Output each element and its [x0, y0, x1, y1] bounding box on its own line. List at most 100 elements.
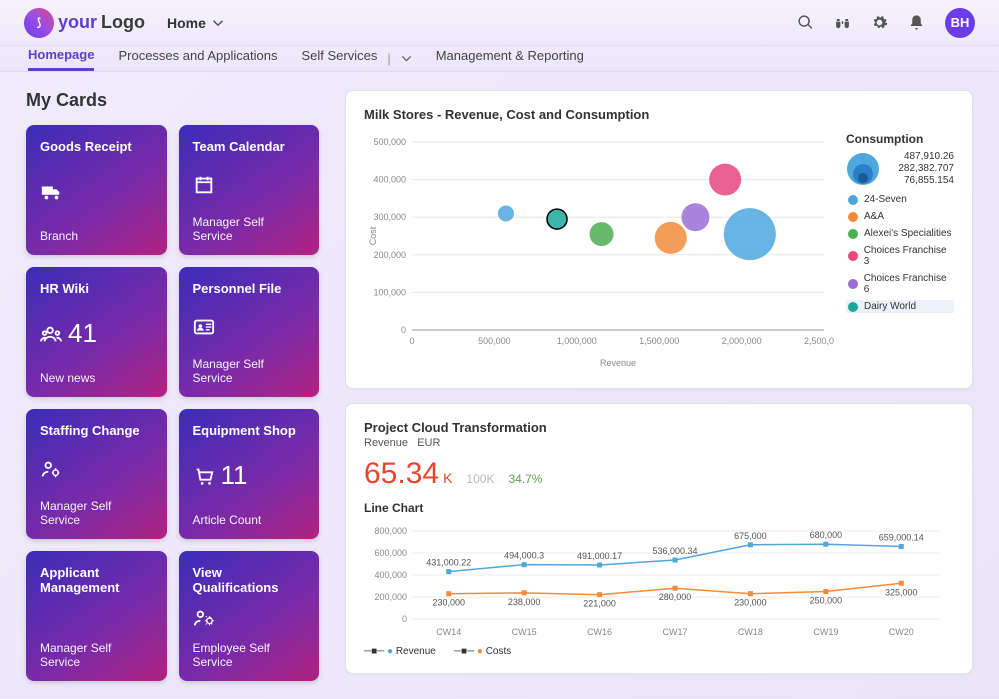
card-6[interactable]: Applicant Management Manager Self Servic…: [26, 551, 167, 681]
legend-revenue: ─■─ ● Revenue: [364, 646, 436, 657]
gear-icon[interactable]: [871, 14, 888, 31]
tab-homepage[interactable]: Homepage: [28, 47, 94, 71]
card-title: Equipment Shop: [193, 423, 306, 438]
svg-text:CW14: CW14: [436, 627, 461, 637]
svg-text:400,000: 400,000: [374, 570, 407, 580]
logo-icon: ⟆: [24, 8, 54, 38]
svg-text:400,000: 400,000: [373, 175, 406, 185]
svg-text:CW16: CW16: [587, 627, 612, 637]
topbar: ⟆ your Logo Home BH: [0, 0, 999, 46]
svg-text:200,000: 200,000: [374, 592, 407, 602]
card-iconrow: [40, 181, 153, 203]
line-chart-title: Line Chart: [364, 501, 954, 515]
tab-management[interactable]: Management & Reporting: [436, 48, 584, 69]
svg-text:CW17: CW17: [662, 627, 687, 637]
card-title: HR Wiki: [40, 281, 153, 296]
card-1[interactable]: Team Calendar Manager Self Service: [179, 125, 320, 255]
svg-text:800,000: 800,000: [374, 526, 407, 536]
tab-self-services[interactable]: Self Services: [301, 48, 377, 69]
home-dropdown[interactable]: Home: [167, 15, 224, 31]
legend-item[interactable]: Choices Franchise 3: [846, 244, 954, 268]
svg-text:1,500,000: 1,500,000: [639, 336, 679, 346]
card-3[interactable]: Personnel File Manager Self Service: [179, 267, 320, 397]
legend-dot-icon: [848, 229, 858, 239]
card-title: View Qualifications: [193, 565, 306, 595]
card-iconrow: 11: [193, 460, 306, 491]
svg-text:2,000,000: 2,000,000: [722, 336, 762, 346]
bubble-panel: Milk Stores - Revenue, Cost and Consumpt…: [345, 90, 973, 389]
svg-text:500,000: 500,000: [373, 137, 406, 147]
svg-text:0: 0: [401, 325, 406, 335]
legend-item[interactable]: 24-Seven: [846, 193, 954, 206]
nav-tabs: Homepage Processes and Applications Self…: [0, 46, 999, 72]
home-label: Home: [167, 15, 206, 31]
avatar[interactable]: BH: [945, 8, 975, 38]
cards-column: My Cards Goods Receipt BranchTeam Calend…: [26, 90, 319, 681]
legend-dot-icon: [848, 302, 858, 312]
card-5[interactable]: Equipment Shop 11 Article Count: [179, 409, 320, 539]
search-icon[interactable]: [797, 14, 814, 31]
project-panel: Project Cloud Transformation Revenue EUR…: [345, 403, 973, 674]
legend-item[interactable]: A&A: [846, 210, 954, 223]
legend-item[interactable]: Dairy World: [846, 300, 954, 313]
project-title: Project Cloud Transformation: [364, 420, 954, 435]
tab-processes[interactable]: Processes and Applications: [118, 48, 277, 69]
svg-text:250,000: 250,000: [810, 596, 843, 606]
card-4[interactable]: Staffing Change Manager Self Service: [26, 409, 167, 539]
card-sub: Article Count: [193, 513, 306, 527]
legend-item[interactable]: Alexei's Specialities: [846, 227, 954, 240]
svg-text:536,000.34: 536,000.34: [652, 546, 697, 556]
chevron-down-icon: [212, 17, 224, 29]
svg-text:CW15: CW15: [512, 627, 537, 637]
card-2[interactable]: HR Wiki 41 New news: [26, 267, 167, 397]
consumption-title: Consumption: [846, 132, 954, 146]
card-title: Goods Receipt: [40, 139, 153, 154]
svg-text:0: 0: [409, 336, 414, 346]
bell-icon[interactable]: [908, 14, 925, 31]
svg-text:CW20: CW20: [889, 627, 914, 637]
cons-val-2: 76,855.154: [884, 175, 954, 186]
card-title: Personnel File: [193, 281, 306, 296]
svg-text:300,000: 300,000: [373, 212, 406, 222]
card-iconrow: 41: [40, 318, 153, 349]
card-number: 11: [221, 460, 248, 491]
card-7[interactable]: View Qualifications Employee Self Servic…: [179, 551, 320, 681]
kpi-unit: K: [443, 470, 452, 486]
svg-text:431,000.22: 431,000.22: [426, 558, 471, 568]
svg-text:494,000.3: 494,000.3: [504, 551, 544, 561]
legend-costs: ─■─ ● Costs: [454, 646, 511, 657]
svg-text:680,000: 680,000: [810, 530, 843, 540]
svg-text:675,000: 675,000: [734, 531, 767, 541]
svg-text:500,000: 500,000: [478, 336, 511, 346]
svg-text:600,000: 600,000: [374, 548, 407, 558]
svg-text:1,000,000: 1,000,000: [557, 336, 597, 346]
card-sub: Manager Self Service: [40, 641, 153, 669]
card-iconrow: [193, 174, 306, 196]
legend-dot-icon: [848, 251, 858, 261]
cons-val-0: 487,910.26: [884, 151, 954, 162]
svg-text:Revenue: Revenue: [600, 358, 636, 368]
logo-your: your: [58, 12, 97, 33]
card-iconrow: [40, 458, 153, 480]
card-iconrow: [193, 607, 306, 629]
card-sub: Manager Self Service: [193, 215, 306, 243]
page-title: My Cards: [26, 90, 319, 111]
legend-item[interactable]: Choices Franchise 6: [846, 272, 954, 296]
svg-text:238,000: 238,000: [508, 597, 541, 607]
card-0[interactable]: Goods Receipt Branch: [26, 125, 167, 255]
logo[interactable]: ⟆ your Logo: [24, 8, 145, 38]
svg-text:221,000: 221,000: [583, 599, 616, 609]
line-chart: 0200,000400,000600,000800,000CW14CW15CW1…: [364, 519, 954, 639]
svg-text:200,000: 200,000: [373, 250, 406, 260]
card-iconrow: [193, 316, 306, 338]
binoculars-icon[interactable]: [834, 14, 851, 31]
cons-val-1: 282,382.707: [884, 163, 954, 174]
card-sub: Manager Self Service: [40, 499, 153, 527]
chevron-down-icon[interactable]: [401, 53, 412, 64]
project-subtitle: Revenue EUR: [364, 437, 954, 449]
svg-text:Cost: Cost: [368, 226, 378, 245]
card-sub: Manager Self Service: [193, 357, 306, 385]
kpi-secondary: 100K: [466, 472, 494, 486]
svg-text:491,000.17: 491,000.17: [577, 551, 622, 561]
legend-dot-icon: [848, 212, 858, 222]
